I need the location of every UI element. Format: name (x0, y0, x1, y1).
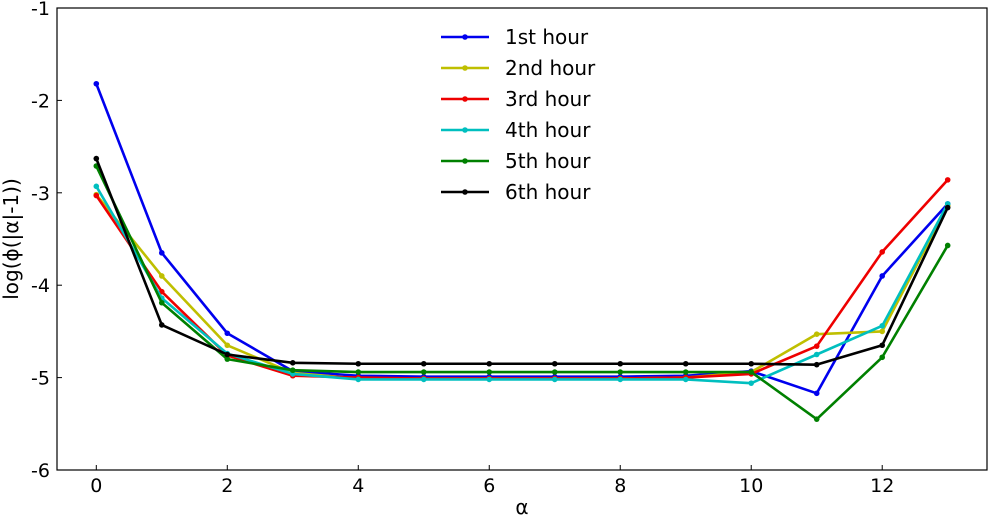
data-point (617, 369, 624, 375)
data-point (158, 250, 165, 256)
data-point (224, 351, 231, 358)
data-point (879, 273, 886, 279)
legend-entry: 5th hour (441, 149, 591, 173)
y-tick-label: -4 (31, 275, 50, 297)
data-point (224, 342, 231, 349)
x-axis-label: α (515, 495, 528, 518)
legend-entry: 6th hour (441, 180, 591, 204)
data-point (879, 354, 886, 361)
data-point (748, 369, 755, 375)
series-line (95, 158, 949, 366)
x-tick-label: 0 (90, 475, 102, 497)
legend-entry: 4th hour (441, 118, 591, 142)
series-6 (93, 155, 951, 368)
data-point (813, 343, 820, 349)
data-point (813, 361, 820, 368)
legend-label: 6th hour (505, 180, 591, 204)
x-tick-label: 10 (739, 475, 763, 497)
data-point (944, 177, 951, 183)
data-point (93, 192, 100, 199)
legend-label: 5th hour (505, 149, 591, 173)
series-line (95, 178, 949, 380)
data-point (813, 390, 820, 397)
data-point (879, 249, 886, 255)
data-point (944, 242, 951, 249)
data-point (93, 80, 100, 87)
legend-marker (462, 189, 468, 195)
ticks-layer: 0 2 4 6 8 10 12 -6 -5 -4 -3 -2 -1 (31, 0, 894, 497)
legend-marker (462, 127, 468, 133)
data-point (158, 288, 165, 295)
data-point (420, 376, 427, 383)
data-point (224, 330, 231, 337)
series-layer (93, 80, 951, 422)
data-point (682, 360, 689, 367)
legend-marker (462, 96, 468, 102)
data-point (748, 360, 755, 367)
data-point (93, 183, 100, 190)
data-point (289, 367, 296, 374)
data-point (486, 376, 493, 383)
legend-entry: 2nd hour (441, 56, 596, 80)
x-tick-label: 12 (870, 475, 894, 497)
data-point (617, 376, 624, 383)
data-point (158, 273, 165, 279)
data-point (879, 328, 886, 335)
legend-label: 2nd hour (505, 56, 596, 80)
y-tick-label: -6 (31, 460, 50, 482)
series-line (95, 83, 949, 395)
y-axis-label: log(ϕ(|α|-1)) (0, 178, 23, 300)
y-tick-label: -3 (31, 183, 50, 205)
y-tick-label: -1 (31, 0, 50, 20)
legend-entry: 1st hour (441, 25, 589, 49)
legend-marker (462, 65, 468, 71)
series-5 (93, 163, 951, 422)
x-tick-label: 6 (483, 475, 495, 497)
x-tick-label: 4 (352, 475, 364, 497)
data-point (420, 369, 427, 375)
data-point (355, 376, 362, 383)
data-point (748, 380, 755, 386)
data-point (551, 360, 558, 367)
data-point (879, 342, 886, 349)
data-point (355, 369, 362, 375)
plot-frame (56, 7, 988, 471)
data-point (93, 155, 100, 162)
data-point (486, 360, 493, 367)
series-line (95, 165, 949, 421)
data-point (158, 322, 165, 328)
data-point (420, 360, 427, 367)
data-point (355, 360, 362, 367)
data-point (158, 299, 165, 306)
data-point (682, 376, 689, 383)
legend-label: 4th hour (505, 118, 591, 142)
y-tick-label: -5 (31, 368, 50, 390)
data-point (551, 369, 558, 375)
y-tick-label: -2 (31, 90, 50, 112)
legend-label: 3rd hour (505, 87, 591, 111)
x-tick-label: 2 (221, 475, 233, 497)
x-tick-label: 8 (614, 475, 626, 497)
data-point (879, 323, 886, 329)
legend-label: 1st hour (505, 25, 589, 49)
data-point (224, 356, 231, 362)
legend-marker (462, 34, 468, 40)
data-point (682, 369, 689, 375)
legend-marker (462, 158, 468, 164)
data-point (551, 376, 558, 383)
legend: 1st hour 2nd hour 3rd hour 4th hour 5th hour… (441, 25, 596, 204)
data-point (289, 360, 296, 366)
data-point (486, 369, 493, 375)
data-point (813, 331, 820, 337)
data-point (944, 204, 951, 211)
data-point (813, 416, 820, 422)
data-point (813, 351, 820, 358)
legend-entry: 3rd hour (441, 87, 591, 111)
data-point (617, 360, 624, 367)
